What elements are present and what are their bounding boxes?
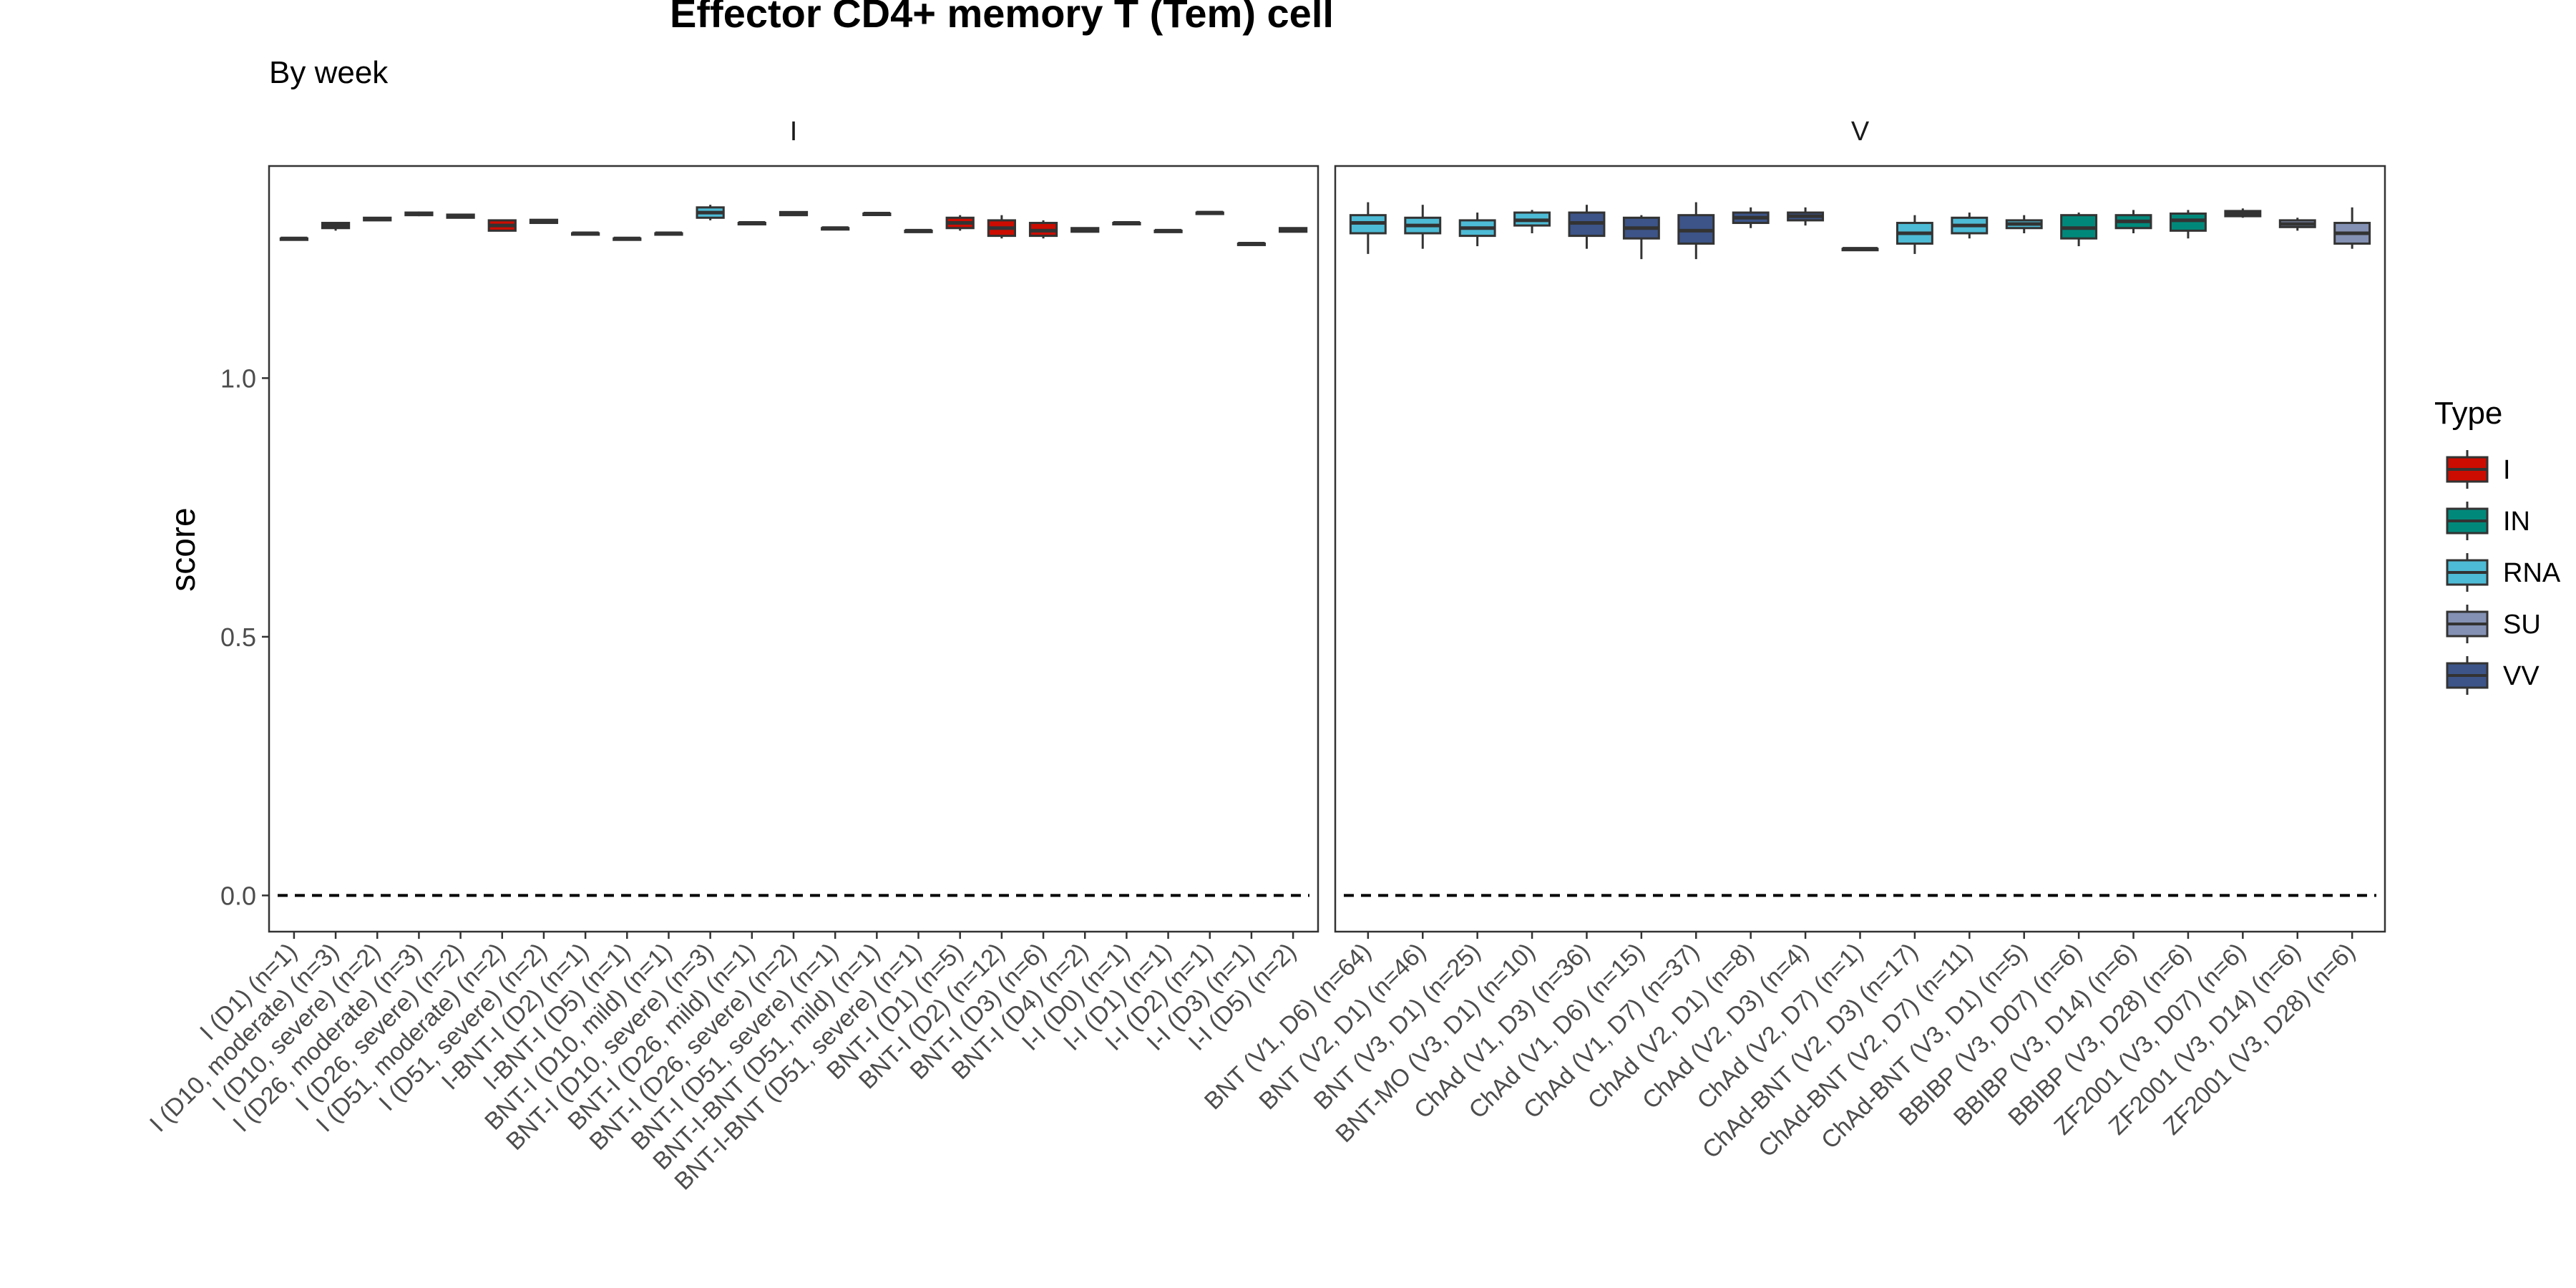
box-BNT-I (D26, severe) (n=2)	[779, 210, 809, 217]
legend-item-SU: SU	[2446, 605, 2541, 643]
box-I-BNT-I (D2) (n=1)	[571, 231, 600, 236]
chart-title: Effector CD4+ memory T (Tem) cell	[670, 0, 1334, 36]
legend-item-I: I	[2446, 450, 2511, 489]
panel-I: I0.00.51.0I (D1) (n=1)I (D10, moderate) …	[145, 117, 1319, 1196]
panel-border	[1334, 165, 2386, 933]
legend-item-VV: VV	[2446, 656, 2540, 695]
box-I (D26, severe) (n=2)	[446, 213, 475, 219]
box-ChAd (V2, D3) (n=4)	[1787, 207, 1825, 226]
box-BNT-I (D1) (n=5)	[945, 215, 975, 231]
panels: I0.00.51.0I (D1) (n=1)I (D10, moderate) …	[145, 117, 2386, 1196]
box-I (D10, moderate) (n=3)	[321, 222, 351, 231]
y-tick-label: 0.0	[220, 881, 256, 910]
box-BNT-MO (V3, D1) (n=10)	[1513, 210, 1551, 233]
legend: Type I IN RNA SU VV	[2434, 396, 2561, 695]
box-I (D26, moderate) (n=3)	[404, 211, 434, 217]
box-I-I (D2) (n=1)	[1195, 210, 1224, 215]
box-BNT-I (D3) (n=6)	[1028, 220, 1058, 239]
box-BBIBP (V3, D28) (n=6)	[2169, 210, 2207, 239]
box-ChAd (V1, D3) (n=36)	[1568, 205, 1606, 249]
legend-item-IN: IN	[2446, 502, 2530, 540]
chart-subtitle: By week	[269, 55, 389, 90]
legend-title: Type	[2434, 396, 2502, 431]
box-BNT-I (D51, severe) (n=1)	[821, 226, 850, 231]
box-ZF2001 (V3, D14) (n=6)	[2278, 218, 2316, 231]
y-tick-label: 0.5	[220, 623, 256, 652]
box-ChAd (V2, D7) (n=1)	[1841, 247, 1879, 252]
box-I (D1) (n=1)	[279, 236, 309, 241]
box-BNT-I (D2) (n=12)	[987, 215, 1016, 239]
box-I-BNT-I (D5) (n=1)	[613, 236, 642, 241]
box-BNT-I (D26, mild) (n=1)	[737, 221, 766, 226]
y-axis-title: score	[165, 507, 203, 591]
box-BNT-I-BNT (D51, severe) (n=1)	[904, 228, 933, 233]
box-I-I (D3) (n=1)	[1236, 241, 1267, 246]
box-BNT-I (D10, severe) (n=3)	[696, 205, 725, 220]
legend-items: I IN RNA SU VV	[2446, 450, 2561, 695]
panel-strip-label: V	[1851, 117, 1870, 147]
legend-label: SU	[2503, 610, 2541, 640]
box-BBIBP (V3, D14) (n=6)	[2114, 210, 2152, 233]
box-BNT (V3, D1) (n=25)	[1458, 213, 1496, 247]
box-BBIBP (V3, D07) (n=6)	[2060, 213, 2098, 247]
box-ChAd-BNT (V3, D1) (n=5)	[2005, 215, 2043, 233]
box-I (D51, severe) (n=2)	[529, 218, 559, 225]
box-I-I (D0) (n=1)	[1112, 221, 1141, 226]
box-ChAd (V1, D6) (n=15)	[1622, 215, 1660, 260]
legend-label: I	[2503, 455, 2511, 485]
box-ChAd-BNT (V2, D7) (n=11)	[1951, 213, 1989, 239]
y-tick-label: 1.0	[220, 364, 256, 393]
box-I (D51, moderate) (n=2)	[487, 219, 517, 232]
legend-label: VV	[2503, 661, 2540, 691]
legend-label: RNA	[2503, 558, 2561, 588]
box-BNT-I (D10, mild) (n=1)	[654, 231, 683, 236]
legend-label: IN	[2503, 507, 2530, 537]
box-I-I (D5) (n=2)	[1278, 227, 1308, 233]
panel-border	[268, 165, 1319, 933]
box-I-I (D1) (n=1)	[1153, 228, 1183, 233]
box-ChAd-BNT (V2, D3) (n=17)	[1896, 215, 1933, 254]
box-BNT-I-BNT (D51, mild) (n=1)	[862, 212, 892, 217]
box-ZF2001 (V3, D07) (n=6)	[2224, 208, 2262, 218]
box-ChAd (V2, D1) (n=8)	[1732, 207, 1770, 228]
box-ChAd (V1, D7) (n=37)	[1677, 202, 1715, 260]
box-I (D10, severe) (n=2)	[363, 216, 392, 222]
box-BNT (V2, D1) (n=46)	[1404, 205, 1442, 249]
box-BNT-I (D4) (n=2)	[1070, 227, 1100, 233]
legend-item-RNA: RNA	[2446, 553, 2561, 592]
panel-strip-label: I	[790, 117, 798, 147]
box-ZF2001 (V3, D28) (n=6)	[2333, 207, 2371, 249]
box-iqr	[2169, 213, 2207, 232]
box-BNT (V1, D6) (n=64)	[1349, 202, 1387, 254]
